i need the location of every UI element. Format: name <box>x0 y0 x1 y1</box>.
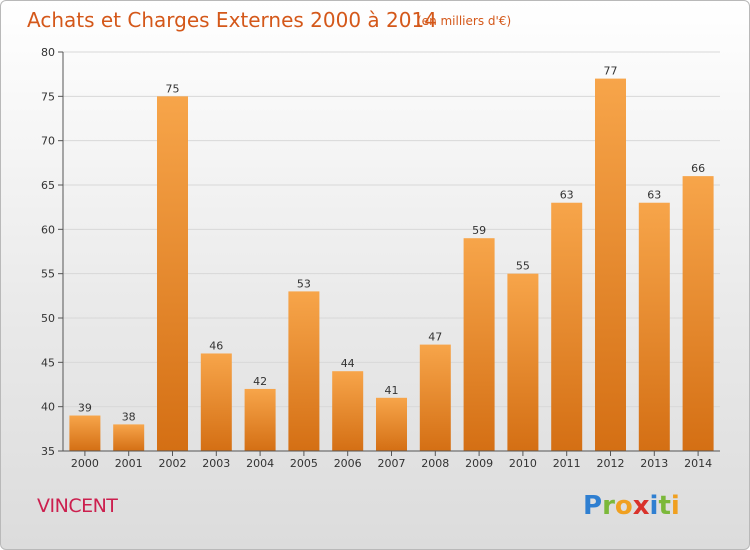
x-tick-label: 2007 <box>378 457 406 470</box>
logo-letter: t <box>658 491 671 521</box>
y-tick-label: 50 <box>41 312 55 325</box>
y-tick-label: 40 <box>41 401 55 414</box>
bar-value-label: 47 <box>428 331 442 344</box>
proxiti-logo: Proxiti <box>583 491 680 521</box>
y-tick-label: 70 <box>41 135 55 148</box>
bar-value-label: 77 <box>604 65 618 78</box>
chart-title: Achats et Charges Externes 2000 à 2014 <box>27 8 437 32</box>
bar <box>244 388 276 451</box>
bar-value-label: 59 <box>472 224 486 237</box>
bar <box>157 96 188 451</box>
y-tick-label: 65 <box>41 179 55 192</box>
y-tick-label: 75 <box>41 90 55 103</box>
bar <box>507 273 539 451</box>
x-tick-label: 2013 <box>640 457 668 470</box>
bar-value-label: 42 <box>253 375 267 388</box>
x-tick-label: 2014 <box>684 457 712 470</box>
bar-value-label: 75 <box>166 82 180 95</box>
x-tick-label: 2008 <box>421 457 449 470</box>
commune-name: VINCENT <box>37 495 118 517</box>
logo-letter: P <box>583 491 603 521</box>
bar <box>682 176 714 451</box>
bar <box>113 424 145 451</box>
bar-value-label: 39 <box>78 402 92 415</box>
x-tick-label: 2005 <box>290 457 318 470</box>
bar-value-label: 55 <box>516 260 530 273</box>
bar <box>376 397 407 451</box>
y-tick-label: 55 <box>41 268 55 281</box>
bar <box>200 353 232 451</box>
logo-letter: r <box>602 491 615 521</box>
x-tick-label: 2003 <box>202 457 230 470</box>
logo-letter: i <box>670 491 680 521</box>
bar <box>551 202 583 451</box>
x-tick-label: 2012 <box>597 457 625 470</box>
logo-letter: i <box>649 491 659 521</box>
x-tick-label: 2001 <box>115 457 143 470</box>
axes: 35 40 45 50 55 60 65 70 75 80 2000 2001 2002 2003 2004… <box>41 46 720 470</box>
x-tick-label: 2002 <box>159 457 187 470</box>
x-tick-label: 2006 <box>334 457 362 470</box>
x-tick-label: 2004 <box>246 457 274 470</box>
bar-value-label: 41 <box>385 384 399 397</box>
bar <box>463 238 495 451</box>
bar-value-label: 44 <box>341 357 355 370</box>
bar <box>419 344 451 451</box>
bar-value-label: 63 <box>560 189 574 202</box>
bar-value-label: 38 <box>122 410 136 423</box>
bar-value-label: 53 <box>297 277 311 290</box>
logo-letter: x <box>632 491 650 521</box>
bar-value-label: 66 <box>691 162 705 175</box>
bars: 39 38 75 46 42 53 44 41 47 59 55 63 77 63 66 <box>69 65 714 451</box>
y-tick-label: 60 <box>41 223 55 236</box>
bar <box>332 371 364 451</box>
bar <box>595 78 626 451</box>
bar <box>288 291 320 451</box>
bar <box>69 415 101 451</box>
chart-subtitle: (en milliers d'€) <box>417 14 512 28</box>
x-tick-label: 2011 <box>553 457 581 470</box>
x-tick-label: 2009 <box>465 457 493 470</box>
logo-letter: o <box>614 491 633 521</box>
x-tick-label: 2000 <box>71 457 99 470</box>
x-tick-label: 2010 <box>509 457 537 470</box>
bar <box>638 202 670 451</box>
bar-value-label: 63 <box>647 189 661 202</box>
bar-value-label: 46 <box>209 339 223 352</box>
y-tick-label: 80 <box>41 46 55 59</box>
y-tick-label: 45 <box>41 356 55 369</box>
y-tick-label: 35 <box>41 445 55 458</box>
